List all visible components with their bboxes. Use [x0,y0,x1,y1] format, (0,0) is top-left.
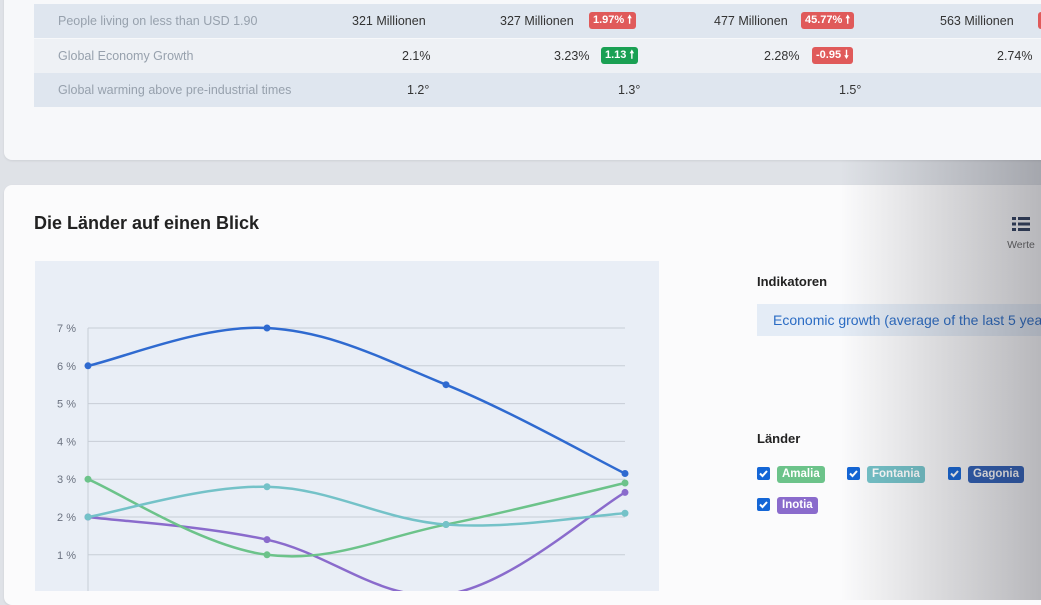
data-point-gagonia[interactable] [622,470,629,477]
y-tick-label: 4 % [57,436,76,448]
check-icon [847,467,860,480]
list-icon [1012,216,1030,232]
arrow-up-icon: 🠕 [629,49,634,61]
data-point-inotia[interactable] [264,536,271,543]
line-chart: 7 % 6 % 5 % 4 % 3 % 2 % 1 % [35,261,659,591]
data-point-amalia[interactable] [264,551,271,558]
cell-value: 2.74% [997,49,1032,63]
data-point-amalia[interactable] [85,476,92,483]
cell-value: 2.1% [402,49,431,63]
check-icon [757,467,770,480]
check-icon [757,498,770,511]
change-badge: 1.97% 🠕 [589,12,636,29]
section-title: Die Länder auf einen Blick [34,213,259,234]
country-chip: Fontania [867,466,925,483]
data-point-amalia[interactable] [622,479,629,486]
row-label: People living on less than USD 1.90 [58,14,257,28]
table-row: Global warming above pre-industrial time… [34,73,1041,107]
data-point-fontania[interactable] [264,483,271,490]
data-point-fontania[interactable] [443,521,450,528]
cell-value: 2.28% [764,49,799,63]
indicator-select[interactable]: Economic growth (average of the last 5 y… [757,304,1041,336]
series-line-amalia [88,479,625,556]
y-tick-label: 2 % [57,512,76,524]
change-badge: -0.95 🠗 [812,47,853,64]
values-view-label: Werte [1003,239,1039,251]
checkbox[interactable] [847,467,860,480]
country-chip: Amalia [777,466,825,483]
indicators-heading: Indikatoren [757,274,827,289]
country-chip: Inotia [777,497,818,514]
cell-value: 321 Millionen [352,14,426,28]
cell-value: 477 Millionen [714,14,788,28]
checkbox[interactable] [948,467,961,480]
chart-svg: 7 % 6 % 5 % 4 % 3 % 2 % 1 % [35,261,659,591]
table-row: Global Economy Growth 2.1% 3.23% 1.13 🠕 … [34,39,1041,73]
cell-value: 563 Millionen [940,14,1014,28]
row-label: Global warming above pre-industrial time… [58,83,291,97]
series-line-gagonia [88,328,625,474]
data-point-fontania[interactable] [85,514,92,521]
arrow-up-icon: 🠕 [845,14,850,26]
data-point-fontania[interactable] [622,510,629,517]
checkbox[interactable] [757,467,770,480]
cell-value: 1.3° [618,83,640,97]
change-badge: 1.13 🠕 [601,47,638,64]
data-point-gagonia[interactable] [443,381,450,388]
checkbox[interactable] [757,498,770,511]
table-row: People living on less than USD 1.90 321 … [34,4,1041,38]
arrow-down-icon: 🠗 [844,49,849,61]
series-line-inotia [88,492,625,591]
data-point-gagonia[interactable] [85,362,92,369]
y-tick-label: 1 % [57,550,76,562]
row-label: Global Economy Growth [58,49,193,63]
cell-value: 1.2° [407,83,429,97]
y-tick-label: 5 % [57,399,76,411]
y-tick-label: 6 % [57,361,76,373]
y-tick-label: 3 % [57,474,76,486]
data-point-inotia[interactable] [622,489,629,496]
country-chip: Gagonia [968,466,1024,483]
countries-heading: Länder [757,431,800,446]
data-point-gagonia[interactable] [264,325,271,332]
cell-value: 1.5° [839,83,861,97]
cell-value: 327 Millionen [500,14,574,28]
arrow-up-icon: 🠕 [627,14,632,26]
check-icon [948,467,961,480]
cell-value: 3.23% [554,49,589,63]
change-badge: 45.77% 🠕 [801,12,854,29]
y-tick-label: 7 % [57,323,76,335]
values-view-button[interactable]: Werte [1003,216,1039,251]
